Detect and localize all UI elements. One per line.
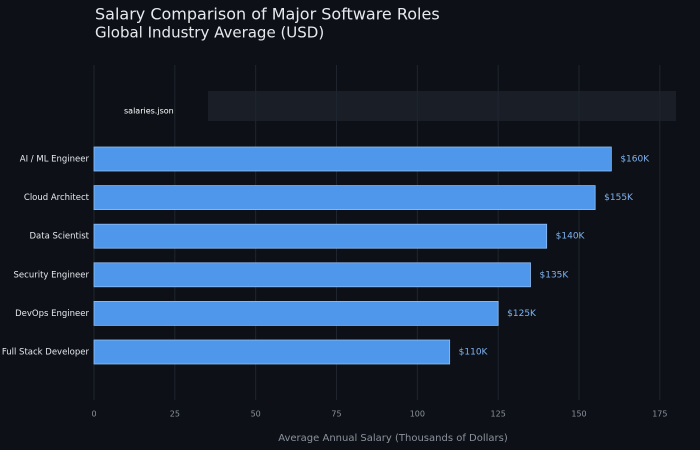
x-tick-label: 75 [331,410,341,419]
bar [93,146,612,172]
bar [93,262,531,288]
x-tick-label: 100 [410,410,425,419]
x-tick-label: 50 [251,410,261,419]
chart-title: Salary Comparison of Major Software Role… [95,5,440,24]
value-label: $140K [556,232,586,242]
x-tick-label: 150 [571,410,586,419]
value-label: $110K [459,348,489,358]
bar [93,300,499,326]
value-label: $155K [604,193,634,203]
chart-subtitle: Global Industry Average (USD) [95,24,324,42]
x-tick-label: 175 [652,410,667,419]
value-label: $160K [620,155,650,165]
y-tick-label: Cloud Architect [24,193,90,203]
y-tick-label: Security Engineer [14,270,90,280]
x-tick-label: 0 [91,410,96,419]
y-tick-label: DevOps Engineer [15,309,89,319]
x-tick-label: 125 [491,410,506,419]
file-band [208,91,676,121]
x-tick-label: 25 [170,410,180,419]
file-label: salaries.json [124,107,174,116]
y-tick-label: Data Scientist [30,232,90,242]
y-tick-label: Full Stack Developer [2,348,90,358]
value-label: $135K [540,270,570,280]
y-tick-label: AI / ML Engineer [20,155,90,165]
bar [93,185,596,211]
bar [93,223,548,249]
value-label: $125K [507,309,537,319]
x-axis-label: Average Annual Salary (Thousands of Doll… [278,433,508,444]
bar [93,339,451,365]
